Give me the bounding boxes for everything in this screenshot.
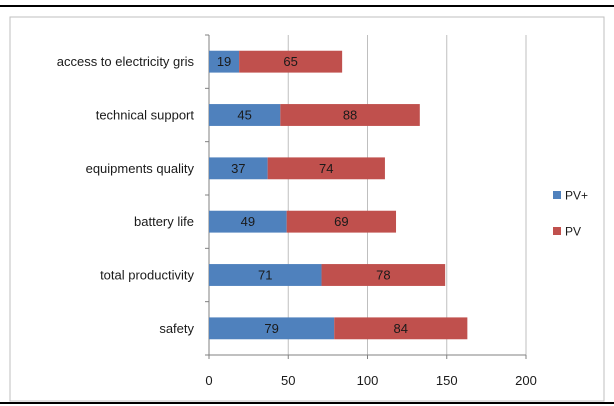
bar-pv [280, 104, 420, 126]
data-label: 49 [241, 214, 255, 229]
x-tick-label: 50 [281, 373, 295, 388]
labels: 0 50 100 150 200 access to electricity gris 19… [57, 54, 537, 388]
data-label: 88 [343, 108, 357, 123]
legend-label: PV+ [565, 189, 588, 203]
category-label: total productivity [100, 268, 194, 283]
bar-pv [209, 264, 322, 286]
data-label: 65 [283, 54, 297, 69]
legend-swatch [553, 191, 561, 199]
data-label: 74 [319, 161, 333, 176]
legend-label: PV [565, 225, 581, 239]
gridlines [287, 35, 527, 355]
bar-pv [239, 50, 343, 73]
category-label: battery life [134, 214, 194, 229]
x-tick-label: 0 [205, 373, 212, 388]
x-tick-label: 150 [436, 373, 458, 388]
data-label: 45 [237, 108, 251, 123]
category-label: technical support [96, 108, 195, 123]
category-label: safety [159, 321, 194, 336]
bar-pv [209, 317, 335, 340]
bar-pv [209, 210, 287, 233]
x-tick-label: 100 [357, 373, 379, 388]
bar-pv [321, 264, 446, 286]
category-label: access to electricity gris [57, 54, 195, 69]
data-label: 79 [264, 321, 278, 336]
bars [209, 50, 468, 340]
data-label: 78 [376, 268, 390, 283]
bar-pv [286, 210, 397, 233]
data-label: 69 [334, 214, 348, 229]
category-label: equipments quality [86, 161, 195, 176]
data-label: 19 [217, 54, 231, 69]
data-label: 84 [394, 321, 408, 336]
legend-swatch [553, 227, 561, 235]
x-tick-label: 200 [515, 373, 537, 388]
bar-pv [267, 157, 385, 180]
chart-frame [9, 16, 605, 402]
bar-pv [334, 317, 468, 340]
bar-pv [209, 157, 268, 180]
data-label: 37 [231, 161, 245, 176]
legend: PV+ PV [553, 189, 588, 239]
bar-pv [209, 104, 281, 126]
data-label: 71 [258, 268, 272, 283]
bar-pv [209, 50, 240, 73]
axes [205, 34, 527, 359]
